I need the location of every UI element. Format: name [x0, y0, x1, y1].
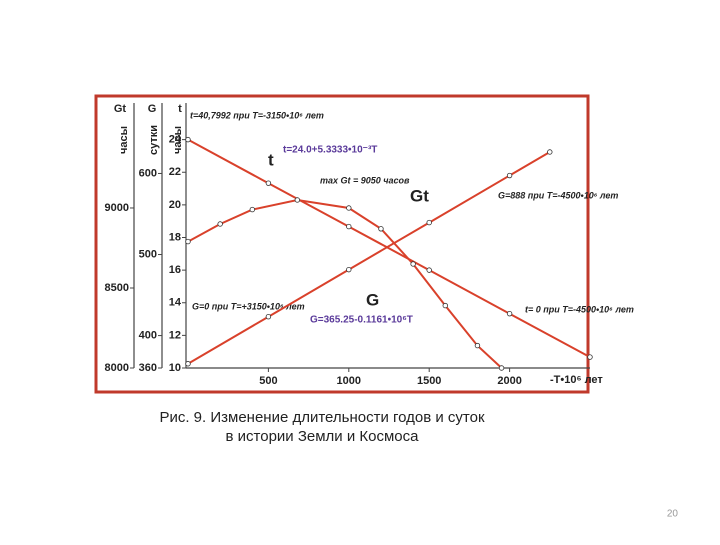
y-tick-label: 400	[139, 329, 157, 341]
y-tick-label: 500	[139, 248, 157, 260]
series-label: t	[268, 150, 274, 169]
data-point	[346, 223, 352, 230]
data-point	[185, 238, 191, 245]
axis-label: Gt	[114, 103, 127, 115]
y-tick-label: 10	[169, 362, 181, 374]
y-tick-label: 12	[169, 329, 181, 341]
series-label: Gt	[410, 186, 429, 205]
annotation: G=365.25-0.1161•10⁶T	[310, 315, 413, 326]
y-tick-label: 9000	[105, 202, 129, 214]
y-tick-label: 360	[139, 362, 157, 374]
data-point	[587, 354, 593, 360]
y-tick-label: 16	[169, 264, 181, 276]
y-tick-label: 20	[169, 199, 181, 211]
y-tick-label: 8000	[105, 362, 129, 374]
data-point	[294, 197, 301, 203]
axis-label: G	[148, 103, 157, 115]
x-tick-label: 1000	[337, 375, 361, 387]
caption: Рис. 9. Изменение длительности годов и с…	[159, 409, 485, 426]
annotation: t= 0 при T=-4500•10⁶ лет	[525, 304, 634, 314]
axis-label: t	[178, 103, 182, 115]
x-tick-label: 2000	[497, 375, 521, 387]
data-point	[265, 313, 272, 320]
y-tick-label: 22	[169, 166, 181, 178]
y-tick-label: 24	[169, 134, 182, 146]
annotation: t=40,7992 при T=-3150•10⁶ лет	[190, 110, 324, 120]
data-point	[426, 267, 432, 273]
series-line	[187, 138, 591, 358]
y-tick-label: 600	[139, 167, 157, 179]
annotation: t=24.0+5.3333•10⁻³T	[283, 145, 377, 156]
series-label: G	[366, 290, 379, 309]
axis-unit: часы	[172, 126, 184, 154]
x-axis-label: -T•10⁶ лет	[550, 374, 603, 386]
axis-unit: сутки	[148, 125, 160, 155]
annotation: G=888 при T=-4500•10⁶ лет	[498, 190, 618, 200]
data-point	[498, 365, 505, 371]
series-line	[187, 198, 503, 369]
data-point	[265, 180, 272, 186]
axis-unit: часы	[118, 126, 130, 154]
data-point	[217, 221, 223, 227]
data-point	[378, 226, 384, 232]
data-point	[249, 206, 256, 213]
caption: в истории Земли и Космоса	[226, 428, 420, 445]
data-point	[506, 310, 513, 317]
annotation: max Gt = 9050 часов	[320, 175, 410, 185]
data-point	[346, 205, 352, 211]
page-number: 20	[667, 509, 679, 520]
data-point	[442, 302, 448, 309]
data-point	[185, 361, 191, 367]
data-point	[547, 149, 553, 155]
data-point	[506, 172, 513, 179]
data-point	[185, 136, 191, 143]
y-tick-label: 8500	[105, 282, 129, 294]
x-tick-label: 500	[259, 375, 277, 387]
y-tick-label: 14	[169, 297, 182, 309]
data-point	[426, 219, 432, 226]
data-point	[474, 342, 481, 349]
series-line	[187, 151, 551, 365]
data-point	[410, 261, 416, 267]
data-point	[346, 266, 352, 273]
chart-frame	[94, 94, 590, 394]
x-tick-label: 1500	[417, 375, 441, 387]
annotation: G=0 при T=+3150•10⁶ лет	[192, 301, 305, 311]
y-tick-label: 18	[169, 231, 181, 243]
